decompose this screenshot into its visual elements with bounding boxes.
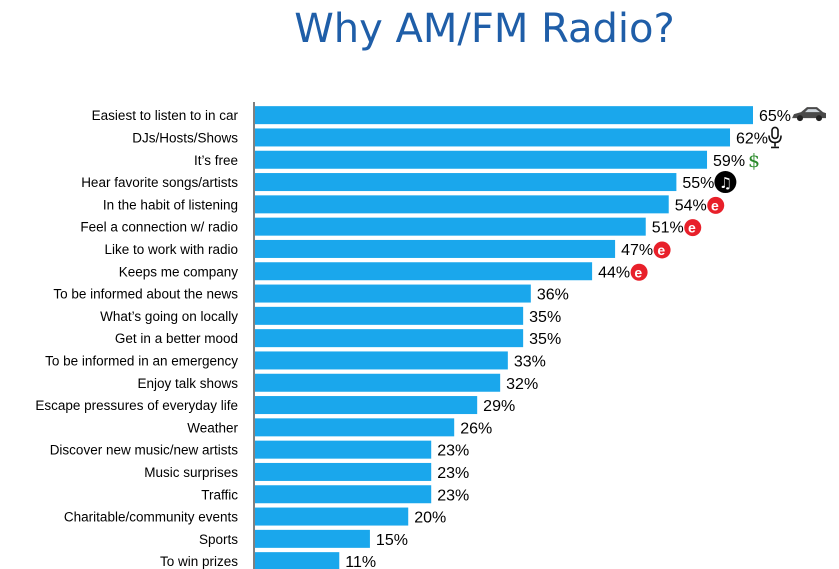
bar xyxy=(255,418,455,437)
category-label: Music surprises xyxy=(144,465,238,480)
svg-text:e: e xyxy=(688,220,696,236)
category-label: To be informed about the news xyxy=(53,287,238,302)
bar xyxy=(255,529,370,548)
category-label: Keeps me company xyxy=(119,264,239,279)
category-label: Sports xyxy=(199,532,238,547)
category-label: To win prizes xyxy=(160,554,238,569)
value-label: 36% xyxy=(537,287,569,304)
value-label: 11% xyxy=(345,554,376,569)
value-label: 15% xyxy=(376,532,408,549)
category-label: Get in a better mood xyxy=(115,331,238,346)
value-label: 44% xyxy=(598,264,630,281)
microphone-icon xyxy=(768,126,782,149)
category-label: Discover new music/new artists xyxy=(50,443,239,458)
bar xyxy=(255,329,524,348)
category-label: In the habit of listening xyxy=(103,197,238,212)
svg-text:$: $ xyxy=(748,150,760,172)
value-label: 23% xyxy=(437,487,469,504)
car-icon xyxy=(792,107,826,122)
bar xyxy=(255,485,432,504)
value-label: 35% xyxy=(529,331,561,348)
category-label: What’s going on locally xyxy=(100,309,238,324)
svg-text:e: e xyxy=(634,264,642,280)
music-note-icon: ♫ xyxy=(714,171,737,194)
category-label: To be informed in an emergency xyxy=(45,353,238,368)
bar xyxy=(255,150,708,169)
svg-text:e: e xyxy=(711,197,719,213)
value-label: 26% xyxy=(460,420,492,437)
category-label: Feel a connection w/ radio xyxy=(80,220,238,235)
value-label: 33% xyxy=(514,353,546,370)
value-label: 62% xyxy=(736,130,768,147)
bar xyxy=(255,552,340,569)
bar xyxy=(255,262,593,281)
value-label: 65% xyxy=(759,108,791,125)
value-label: 23% xyxy=(437,443,469,460)
e-badge-icon: e xyxy=(630,263,648,281)
value-label: 59% xyxy=(713,153,745,170)
bar xyxy=(255,440,432,459)
category-label: Escape pressures of everyday life xyxy=(35,398,238,413)
value-label: 51% xyxy=(652,220,684,237)
bar xyxy=(255,239,616,258)
bar xyxy=(255,106,753,125)
bar xyxy=(255,462,432,481)
category-label: Weather xyxy=(187,420,238,435)
value-label: 32% xyxy=(506,376,538,393)
e-badge-icon: e xyxy=(707,196,725,214)
category-label: Easiest to listen to in car xyxy=(92,108,239,123)
category-label: Hear favorite songs/artists xyxy=(81,175,238,190)
category-label: It’s free xyxy=(194,153,238,168)
value-label: 20% xyxy=(414,510,446,527)
value-label: 55% xyxy=(682,175,714,192)
value-label: 23% xyxy=(437,465,469,482)
bar xyxy=(255,173,677,192)
category-label: Enjoy talk shows xyxy=(137,376,238,391)
bar xyxy=(255,396,478,415)
category-label: DJs/Hosts/Shows xyxy=(132,130,238,145)
bar xyxy=(255,195,669,214)
value-label: 29% xyxy=(483,398,515,415)
value-label: 47% xyxy=(621,242,653,259)
svg-text:e: e xyxy=(657,242,665,258)
bar xyxy=(255,128,731,147)
category-label: Charitable/community events xyxy=(64,510,238,525)
e-badge-icon: e xyxy=(684,219,702,237)
dollar-icon: $ xyxy=(748,150,760,172)
category-label: Traffic xyxy=(201,487,238,502)
bar xyxy=(255,507,409,526)
value-label: 54% xyxy=(675,197,707,214)
bar xyxy=(255,284,531,303)
category-label: Like to work with radio xyxy=(104,242,238,257)
svg-text:♫: ♫ xyxy=(719,174,732,192)
bar xyxy=(255,306,524,325)
e-badge-icon: e xyxy=(653,241,671,259)
value-label: 35% xyxy=(529,309,561,326)
bar xyxy=(255,351,508,370)
bar xyxy=(255,217,646,236)
chart-title: Why AM/FM Radio? xyxy=(294,6,675,52)
bar xyxy=(255,373,501,392)
